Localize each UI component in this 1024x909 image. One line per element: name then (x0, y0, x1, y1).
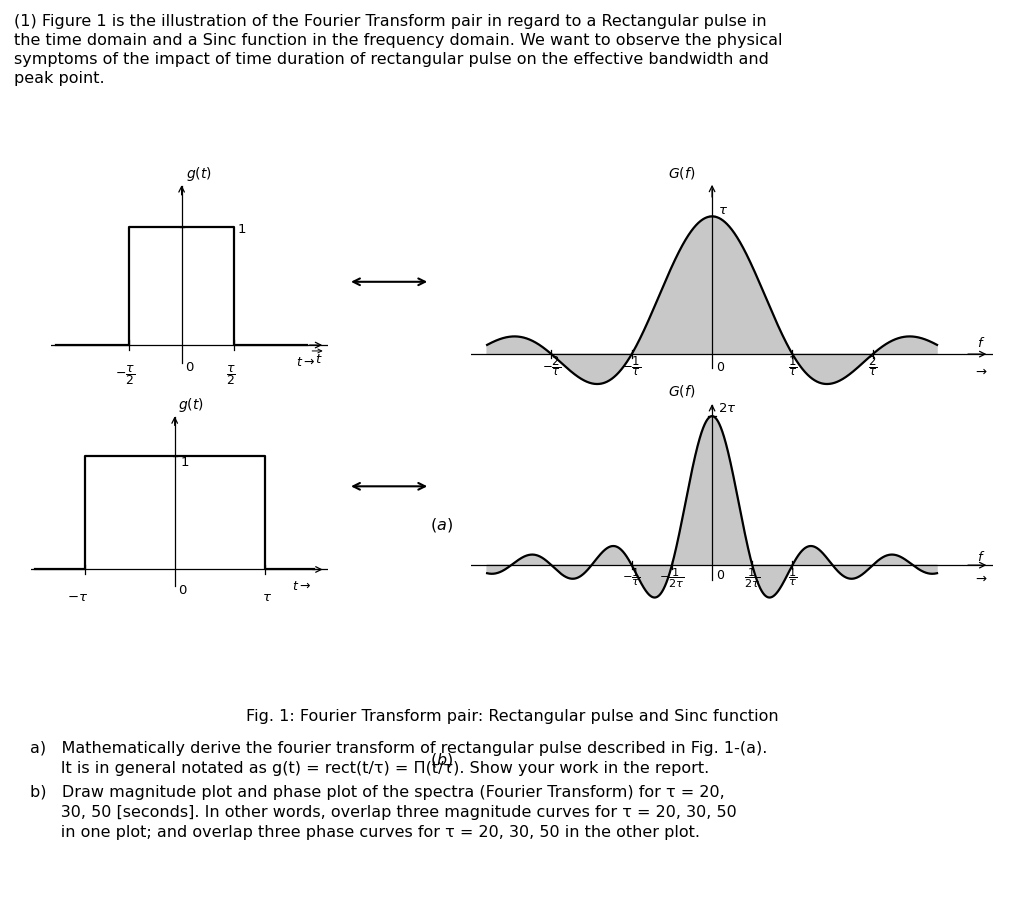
Text: It is in general notated as g(t) = rect(t/τ) = Π(t/τ). Show your work in the rep: It is in general notated as g(t) = rect(… (30, 761, 710, 776)
Text: $(b)$: $(b)$ (430, 751, 454, 769)
Text: $t \rightarrow$: $t \rightarrow$ (296, 356, 315, 369)
Text: symptoms of the impact of time duration of rectangular pulse on the effective ba: symptoms of the impact of time duration … (14, 52, 769, 67)
Text: $\tau$: $\tau$ (262, 591, 272, 604)
Text: a)   Mathematically derive the fourier transform of rectangular pulse described : a) Mathematically derive the fourier tra… (30, 741, 767, 756)
Text: peak point.: peak point. (14, 71, 104, 86)
Text: $1$: $1$ (180, 455, 189, 468)
Text: b)   Draw magnitude plot and phase plot of the spectra (Fourier Transform) for τ: b) Draw magnitude plot and phase plot of… (30, 785, 725, 800)
Text: $0$: $0$ (184, 361, 195, 374)
Text: $0$: $0$ (716, 361, 725, 374)
Text: $-\dfrac{1}{\tau}$: $-\dfrac{1}{\tau}$ (623, 566, 641, 588)
Text: $0$: $0$ (716, 568, 725, 582)
Text: 30, 50 [seconds]. In other words, overlap three magnitude curves for τ = 20, 30,: 30, 50 [seconds]. In other words, overla… (30, 805, 736, 820)
Text: $-\tau$: $-\tau$ (68, 591, 88, 604)
Text: $\rightarrow$: $\rightarrow$ (973, 365, 988, 378)
Text: $G(f)$: $G(f)$ (668, 383, 695, 399)
Text: $-\dfrac{1}{\tau}$: $-\dfrac{1}{\tau}$ (622, 355, 641, 378)
Text: Fig. 1: Fourier Transform pair: Rectangular pulse and Sinc function: Fig. 1: Fourier Transform pair: Rectangu… (246, 709, 778, 724)
Text: $0$: $0$ (178, 584, 187, 597)
Text: $-\dfrac{\tau}{2}$: $-\dfrac{\tau}{2}$ (115, 364, 135, 387)
Text: $G(f)$: $G(f)$ (668, 165, 695, 181)
Text: $t$: $t$ (314, 353, 323, 365)
Text: $\dfrac{1}{\tau}$: $\dfrac{1}{\tau}$ (787, 566, 797, 588)
Text: $(a)$: $(a)$ (430, 516, 453, 534)
Text: $-\dfrac{2}{\tau}$: $-\dfrac{2}{\tau}$ (542, 355, 561, 378)
Text: $g(t)$: $g(t)$ (185, 165, 212, 183)
Text: (1) Figure 1 is the illustration of the Fourier Transform pair in regard to a Re: (1) Figure 1 is the illustration of the … (14, 14, 767, 29)
Text: $\dfrac{1}{2\tau}$: $\dfrac{1}{2\tau}$ (744, 566, 760, 590)
Text: $\dfrac{2}{\tau}$: $\dfrac{2}{\tau}$ (868, 355, 878, 378)
Text: $-\dfrac{1}{2\tau}$: $-\dfrac{1}{2\tau}$ (659, 566, 685, 590)
Text: $\rightarrow$: $\rightarrow$ (973, 572, 988, 584)
Text: in one plot; and overlap three phase curves for τ = 20, 30, 50 in the other plot: in one plot; and overlap three phase cur… (30, 825, 700, 840)
Text: $2\tau$: $2\tau$ (718, 403, 736, 415)
Text: $f$: $f$ (977, 550, 985, 564)
Text: $f$: $f$ (977, 336, 985, 350)
Text: $1$: $1$ (238, 223, 247, 236)
Text: the time domain and a Sinc function in the frequency domain. We want to observe : the time domain and a Sinc function in t… (14, 33, 782, 48)
Text: $\dfrac{\tau}{2}$: $\dfrac{\tau}{2}$ (226, 364, 237, 387)
Text: $t \rightarrow$: $t \rightarrow$ (292, 580, 311, 593)
Text: $\tau$: $\tau$ (718, 204, 728, 216)
Text: $\dfrac{1}{\tau}$: $\dfrac{1}{\tau}$ (787, 355, 797, 378)
Text: $g(t)$: $g(t)$ (178, 396, 204, 414)
